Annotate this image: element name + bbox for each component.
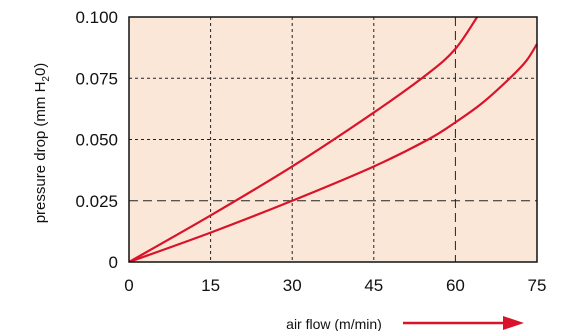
y-tick-label: 0.075 [75,69,118,88]
y-tick-label: 0.100 [75,8,118,27]
x-tick-label: 75 [528,276,547,295]
x-tick-labels: 0 15 30 45 60 75 [124,276,546,295]
y-axis-label: pressure drop (mm H20) [32,63,52,224]
x-tick-label: 45 [364,276,383,295]
y-tick-labels: 0 0.025 0.050 0.075 0.100 [75,8,118,272]
y-tick-label: 0.050 [75,131,118,150]
series-line-2 [129,43,538,262]
series-line-1 [129,16,479,262]
y-tick-label: 0 [109,253,118,272]
x-tick-label: 30 [283,276,302,295]
x-axis-label: air flow (m/min) [286,316,382,331]
series-group [129,16,538,262]
arrow-right-icon [403,316,524,330]
x-tick-label: 0 [124,276,133,295]
x-tick-label: 15 [201,276,220,295]
y-tick-label: 0.025 [75,192,118,211]
plot-frame [128,16,538,263]
x-tick-label: 60 [446,276,465,295]
